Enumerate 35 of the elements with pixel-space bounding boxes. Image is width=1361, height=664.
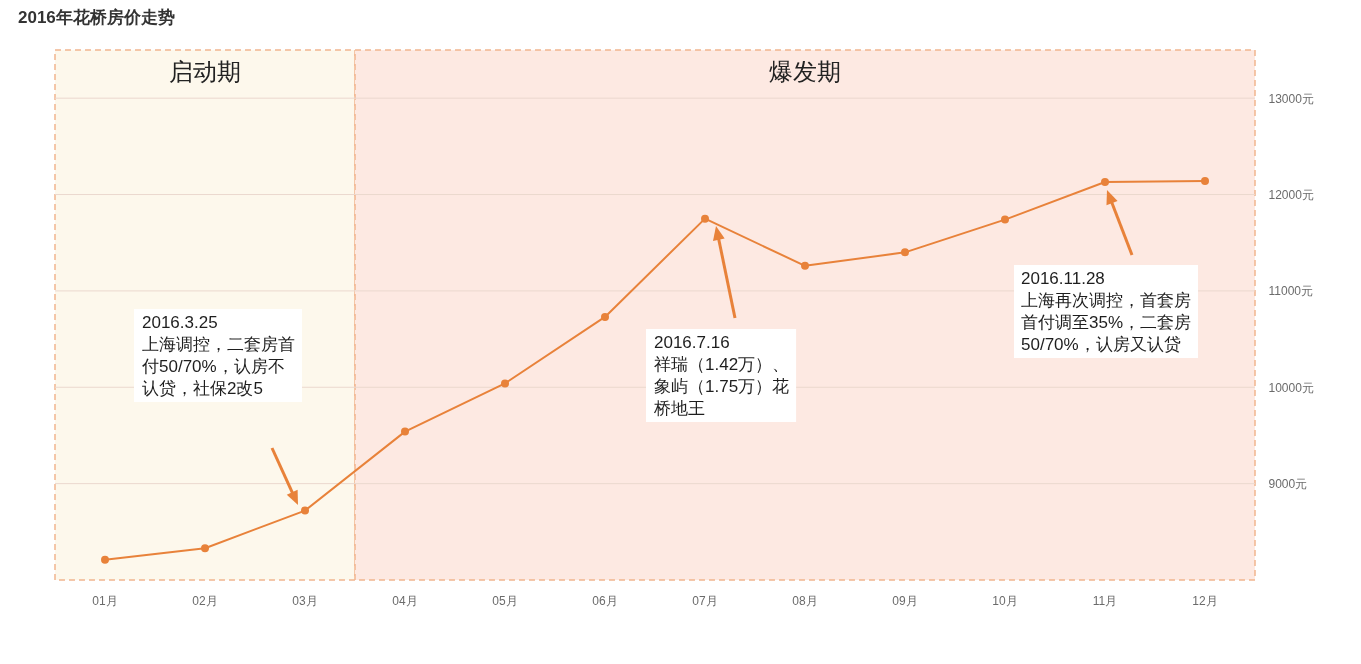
x-tick-label: 10月	[992, 593, 1018, 608]
x-tick-label: 05月	[492, 593, 518, 608]
x-tick-label: 02月	[192, 593, 218, 608]
band-label: 爆发期	[769, 58, 841, 85]
x-tick-label: 08月	[792, 593, 818, 608]
chart-title: 2016年花桥房价走势	[18, 8, 175, 28]
y-tick-label: 13000元	[1268, 91, 1314, 106]
y-tick-label: 12000元	[1268, 188, 1314, 203]
point	[601, 312, 609, 321]
x-tick-label: 09月	[892, 593, 918, 608]
point	[801, 261, 809, 270]
point	[1001, 215, 1009, 224]
point	[201, 544, 209, 553]
band-label: 启动期	[169, 58, 241, 85]
point	[1201, 177, 1209, 186]
x-tick-label: 11月	[1092, 593, 1118, 608]
point	[301, 506, 309, 515]
point	[101, 555, 109, 564]
point	[401, 427, 409, 436]
x-tick-label: 01月	[92, 593, 118, 608]
annotation: 2016.7.16 祥瑞（1.42万）、象屿（1.75万）花桥地王	[653, 333, 790, 418]
annotation: 2016.11.28 上海再次调控，首套房首付调至35%，二套房50/70%，认房又认贷	[1021, 269, 1192, 354]
y-tick-label: 9000元	[1268, 477, 1308, 492]
y-tick-label: 10000元	[1268, 380, 1314, 395]
point	[1101, 178, 1109, 187]
y-tick-label: 11000元	[1268, 284, 1313, 299]
point	[901, 248, 909, 257]
point	[701, 214, 709, 223]
x-tick-label: 12月	[1192, 593, 1218, 608]
x-tick-label: 06月	[592, 593, 618, 608]
x-tick-label: 07月	[692, 593, 718, 608]
annotation: 2016.3.25 上海调控，二套房首付50/70%，认房不认贷，社保2改5	[141, 313, 295, 398]
x-tick-label: 04月	[392, 593, 418, 608]
x-tick-label: 03月	[292, 593, 318, 608]
point	[501, 379, 509, 388]
